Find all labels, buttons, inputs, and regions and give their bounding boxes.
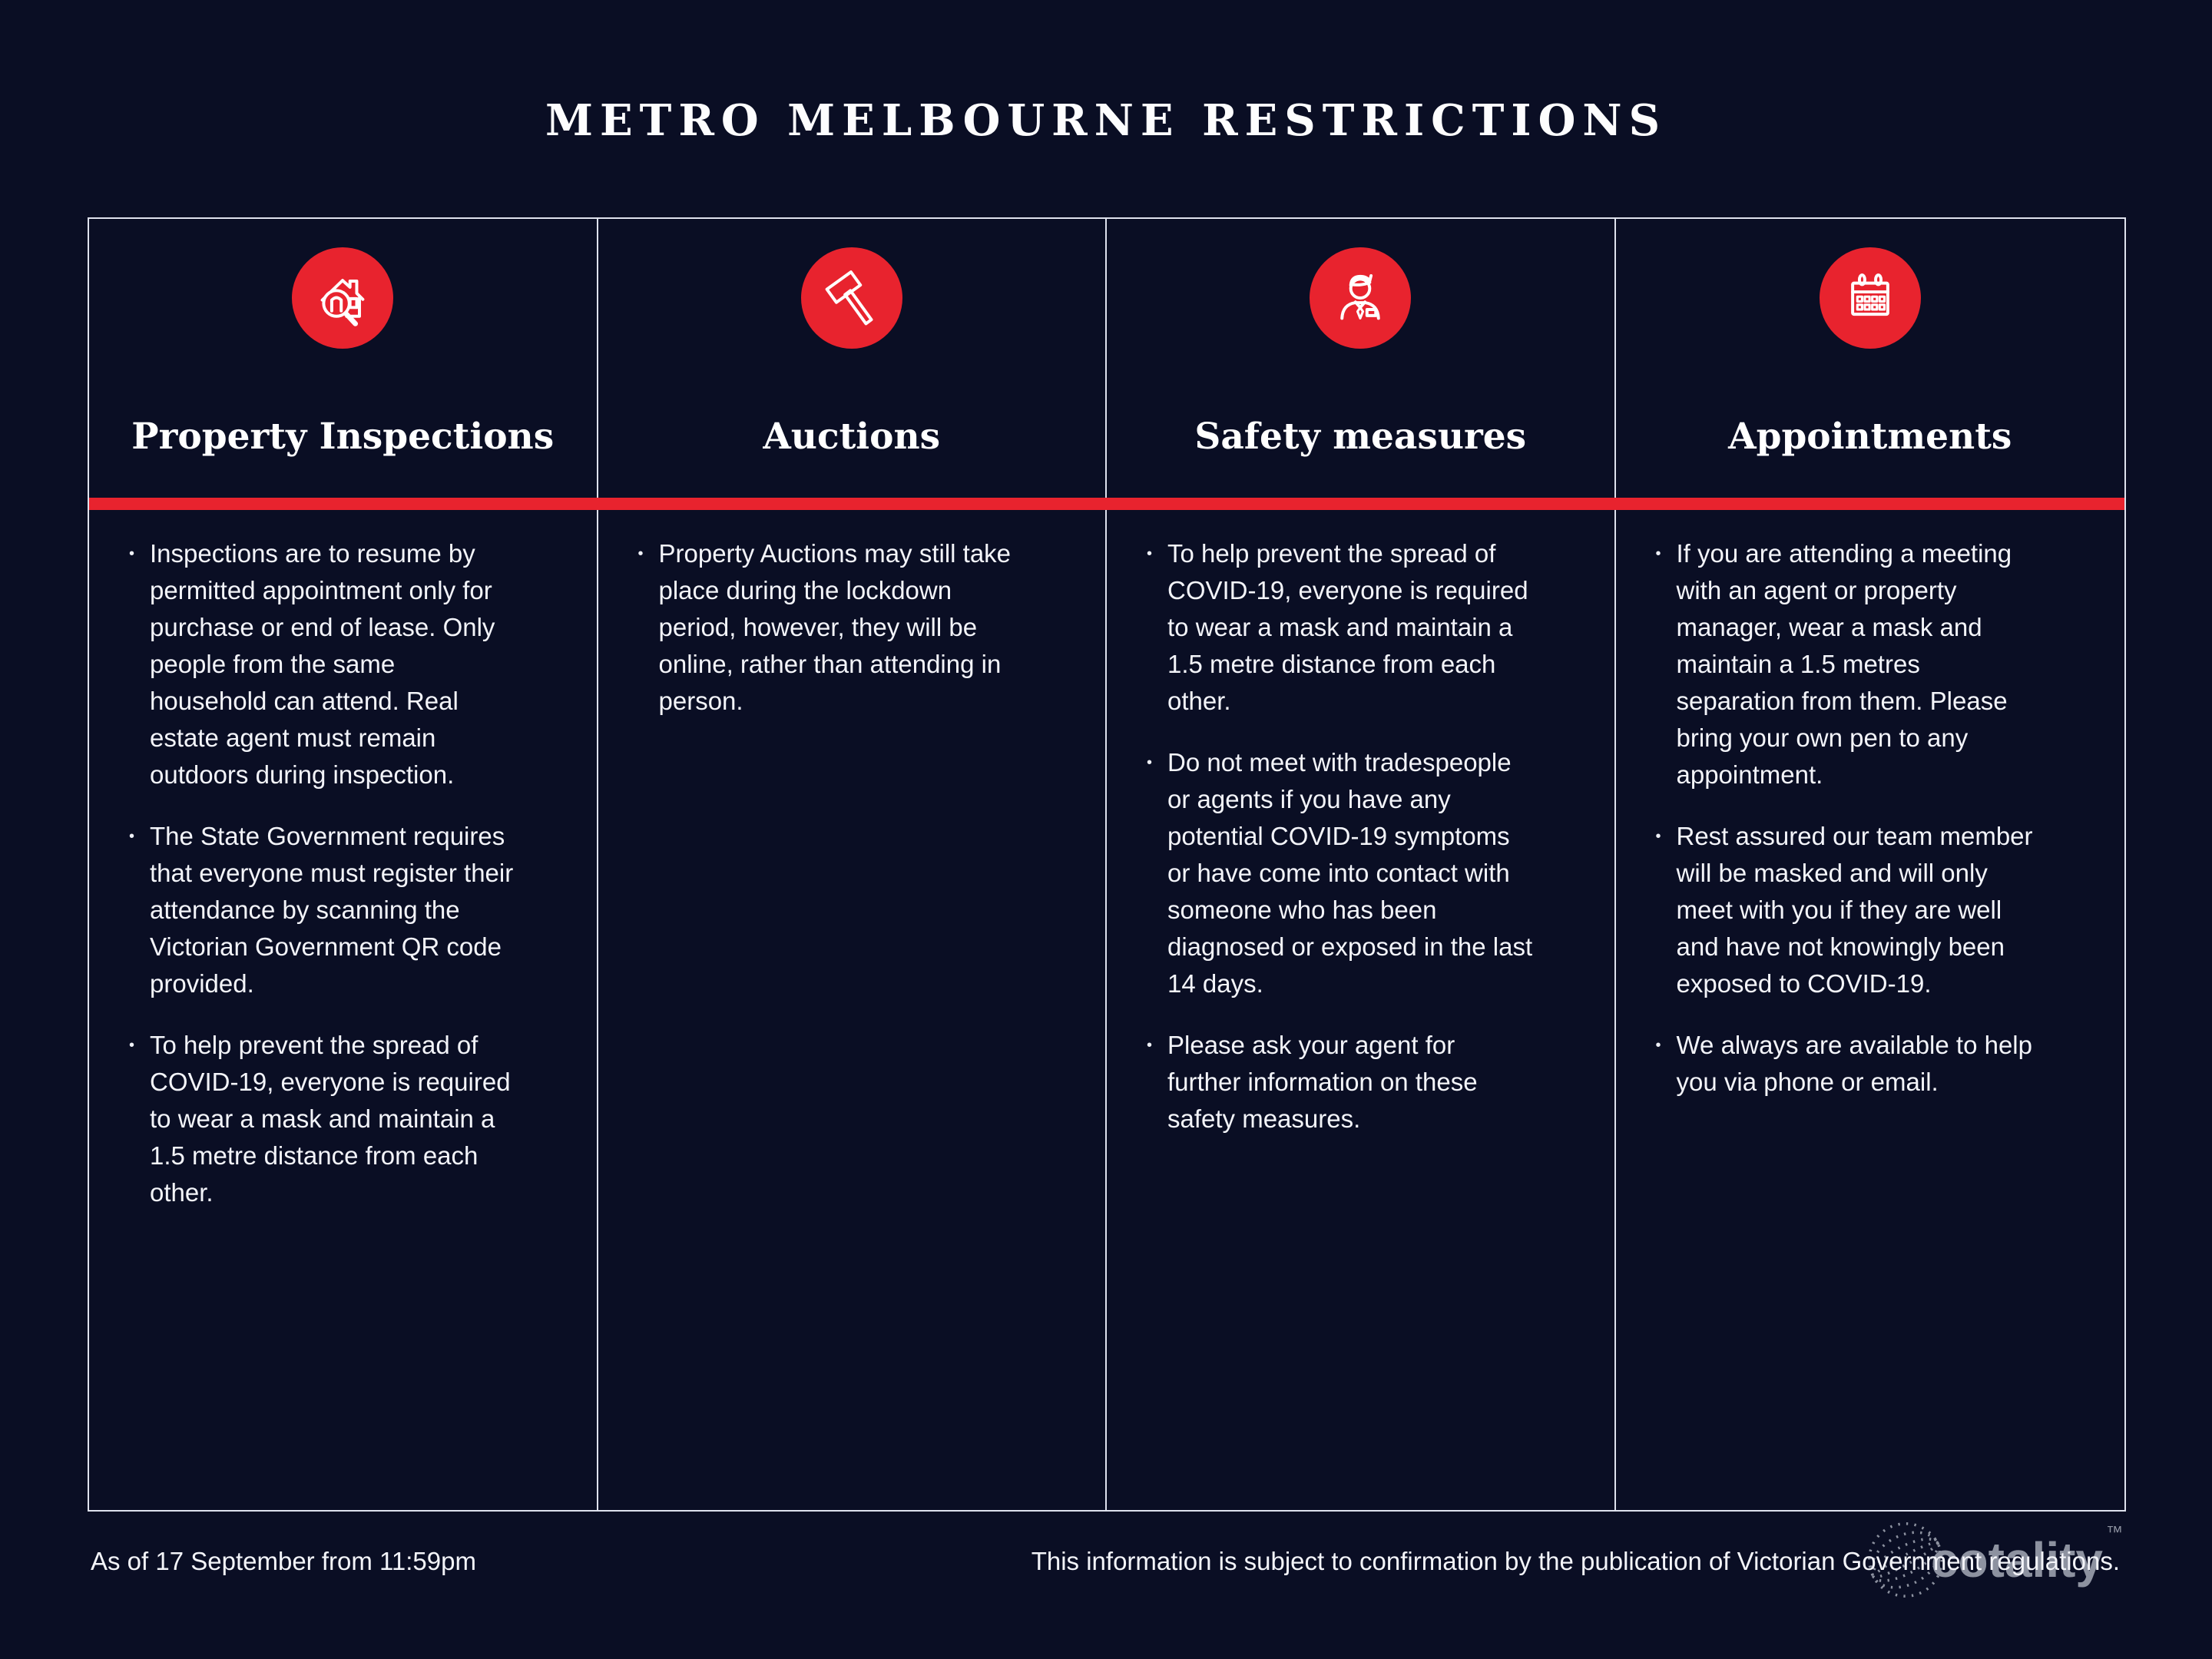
bullet-item: Inspections are to resume by permitted a… <box>129 535 529 793</box>
column-title: Property Inspections <box>131 416 555 458</box>
bullet-text: To help prevent the spread of COVID-19, … <box>150 1031 511 1207</box>
bullet-item: Please ask your agent for further inform… <box>1147 1027 1547 1137</box>
bullet-text: Please ask your agent for further inform… <box>1167 1031 1478 1134</box>
bullet-item: To help prevent the spread of COVID-19, … <box>1147 535 1547 720</box>
column-property-inspections: Property Inspections Inspections are to … <box>89 219 598 1510</box>
bullet-item: If you are attending a meeting with an a… <box>1656 535 2058 793</box>
property-inspections-icon-badge <box>292 247 394 349</box>
column-safety-measures: Safety measures To help prevent the spre… <box>1107 219 1616 1510</box>
bullet-item: The State Government requires that every… <box>129 818 529 1002</box>
agent-icon <box>1340 273 1380 320</box>
auctions-icon-badge <box>800 247 902 349</box>
disclaimer-note: This information is subject to confirmat… <box>1031 1547 2120 1575</box>
bullet-list: Inspections are to resume by permitted a… <box>89 535 597 1211</box>
bullet-text: If you are attending a meeting with an a… <box>1676 539 2012 790</box>
bullet-list: To help prevent the spread of COVID-19, … <box>1107 535 1614 1137</box>
column-title: Auctions <box>763 416 941 458</box>
house-magnifier-icon <box>320 279 365 326</box>
column-title: Safety measures <box>1194 416 1527 458</box>
bullet-item: We always are available to help you via … <box>1656 1027 2058 1101</box>
cotality-wordmark: cotality <box>1930 1532 2103 1588</box>
bullet-text: We always are available to help you via … <box>1676 1031 2032 1097</box>
column-auctions: Auctions Property Auctions may still tak… <box>598 219 1107 1510</box>
trademark-symbol: ™ <box>2106 1522 2123 1541</box>
cotality-globe-icon <box>1867 1522 1943 1598</box>
page-title: METRO MELBOURNE RESTRICTIONS <box>545 95 1667 146</box>
cotality-logo: cotality ™ <box>1860 1515 2123 1605</box>
restrictions-table: Property Inspections Inspections are to … <box>88 217 2126 1512</box>
bullet-list: Property Auctions may still take place d… <box>598 535 1106 720</box>
bullet-text: Rest assured our team member will be mas… <box>1676 822 2033 998</box>
column-title: Appointments <box>1728 416 2012 458</box>
bullet-list: If you are attending a meeting with an a… <box>1616 535 2125 1101</box>
bullet-text: To help prevent the spread of COVID-19, … <box>1167 539 1528 716</box>
effective-date-note: As of 17 September from 11:59pm <box>91 1547 476 1575</box>
safety-measures-icon-badge <box>1310 247 1412 349</box>
appointments-icon-badge <box>1819 247 1921 349</box>
bullet-item: Rest assured our team member will be mas… <box>1656 818 2058 1002</box>
bullet-item: To help prevent the spread of COVID-19, … <box>129 1027 529 1211</box>
red-divider-rule <box>89 498 2124 510</box>
bullet-item: Property Auctions may still take place d… <box>638 535 1038 720</box>
bullet-text: Property Auctions may still take place d… <box>658 539 1012 716</box>
bullet-item: Do not meet with tradespeople or agents … <box>1147 744 1547 1002</box>
bullet-text: The State Government requires that every… <box>150 822 514 998</box>
calendar-icon <box>1850 273 1889 316</box>
bullet-text: Inspections are to resume by permitted a… <box>150 539 495 790</box>
gavel-icon <box>825 270 873 326</box>
column-appointments: Appointments If you are attending a meet… <box>1616 219 2125 1510</box>
bullet-text: Do not meet with tradespeople or agents … <box>1167 748 1533 998</box>
